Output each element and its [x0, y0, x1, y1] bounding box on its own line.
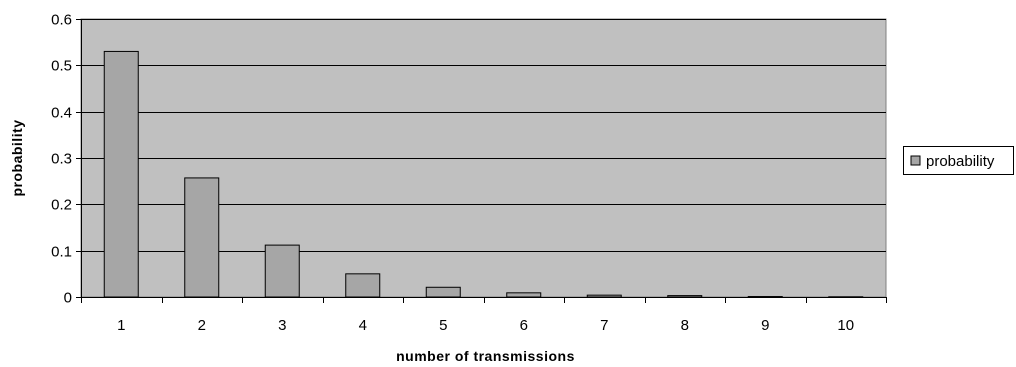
bar-6: [506, 292, 542, 298]
bar-3: [264, 244, 300, 298]
x-tick-label: 3: [278, 317, 286, 334]
x-tick-labels: 1 2 3 4 5 6 7 8 9 10: [117, 317, 854, 334]
y-tick-label: 0.1: [51, 244, 72, 261]
y-axis-title: probability: [9, 119, 25, 196]
bar-4: [345, 273, 381, 298]
legend: probability: [903, 146, 1014, 175]
x-tick-label: 4: [359, 317, 367, 334]
legend-label: probability: [926, 153, 995, 170]
legend-swatch: [910, 155, 921, 166]
bars: [103, 50, 864, 298]
y-tick-label: 0.2: [51, 197, 72, 214]
x-tick-label: 1: [117, 317, 125, 334]
x-tick-label: 8: [681, 317, 689, 334]
x-axis-title: number of transmissions: [396, 348, 575, 364]
y-tick-label: 0.6: [51, 12, 72, 29]
x-tick-label: 7: [600, 317, 608, 334]
x-tick-label: 9: [761, 317, 769, 334]
legend-box: [903, 146, 1014, 175]
x-tick-label: 2: [198, 317, 206, 334]
bar-1: [103, 50, 139, 298]
bar-7: [586, 294, 622, 298]
y-tick-label: 0: [64, 290, 72, 307]
x-tick-label: 6: [520, 317, 528, 334]
y-tick-label: 0.3: [51, 151, 72, 168]
bar-2: [184, 177, 220, 298]
y-tick-labels: 0 0.1 0.2 0.3 0.4 0.5 0.6: [51, 12, 72, 307]
x-tick-label: 10: [837, 317, 854, 334]
x-tick-label: 5: [439, 317, 447, 334]
axes: [76, 19, 887, 303]
y-tick-label: 0.4: [51, 105, 72, 122]
y-tick-label: 0.5: [51, 58, 72, 75]
bar-8: [667, 295, 703, 298]
bar-5: [425, 286, 461, 298]
